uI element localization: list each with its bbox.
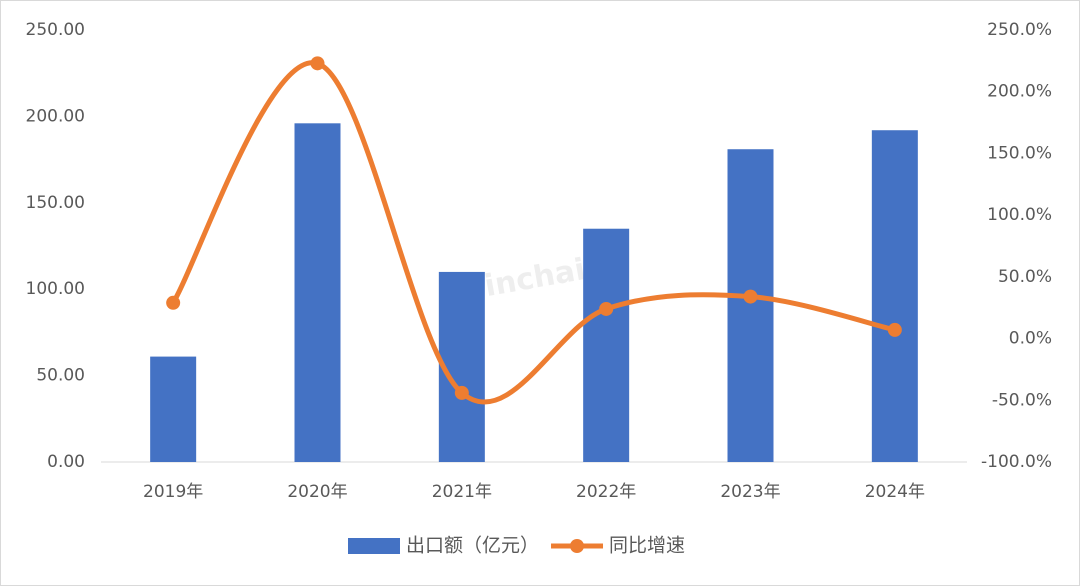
legend-swatch (348, 538, 400, 554)
x-tick-label: 2020年 (287, 482, 347, 502)
line-marker (166, 295, 181, 310)
y2-tick-label: 150.0% (987, 143, 1052, 163)
y2-tick-label: 200.0% (987, 82, 1052, 102)
y2-tick-label: 0.0% (1009, 329, 1052, 349)
bar (583, 228, 630, 462)
line-marker (743, 289, 758, 304)
legend-label: 出口额（亿元） (406, 535, 539, 557)
legend-label: 同比增速 (609, 535, 685, 557)
bar (150, 356, 197, 462)
y-tick-label: 0.00 (47, 452, 85, 472)
x-tick-label: 2023年 (720, 482, 780, 502)
bar (294, 123, 341, 462)
x-tick-label: 2021年 (432, 482, 492, 502)
y-tick-label: 100.00 (26, 279, 85, 299)
line-marker (887, 322, 902, 337)
bar (438, 271, 485, 462)
y2-tick-label: 250.0% (987, 20, 1052, 40)
y2-tick-label: -100.0% (981, 452, 1052, 472)
x-tick-label: 2024年 (865, 482, 925, 502)
y-tick-label: 250.00 (26, 20, 85, 40)
line-marker (454, 385, 469, 400)
line-marker (310, 56, 325, 71)
y2-tick-label: 50.0% (998, 267, 1052, 287)
x-tick-label: 2019年 (143, 482, 203, 502)
bar (871, 130, 918, 462)
y-tick-label: 150.00 (26, 193, 85, 213)
legend-swatch-marker (570, 539, 585, 553)
x-tick-label: 2022年 (576, 482, 636, 502)
line-marker (599, 301, 614, 316)
bar (727, 149, 774, 462)
y-tick-label: 200.00 (26, 106, 85, 126)
y2-tick-label: -50.0% (992, 390, 1052, 410)
y2-tick-label: 100.0% (987, 205, 1052, 225)
y-tick-label: 50.00 (36, 366, 85, 386)
